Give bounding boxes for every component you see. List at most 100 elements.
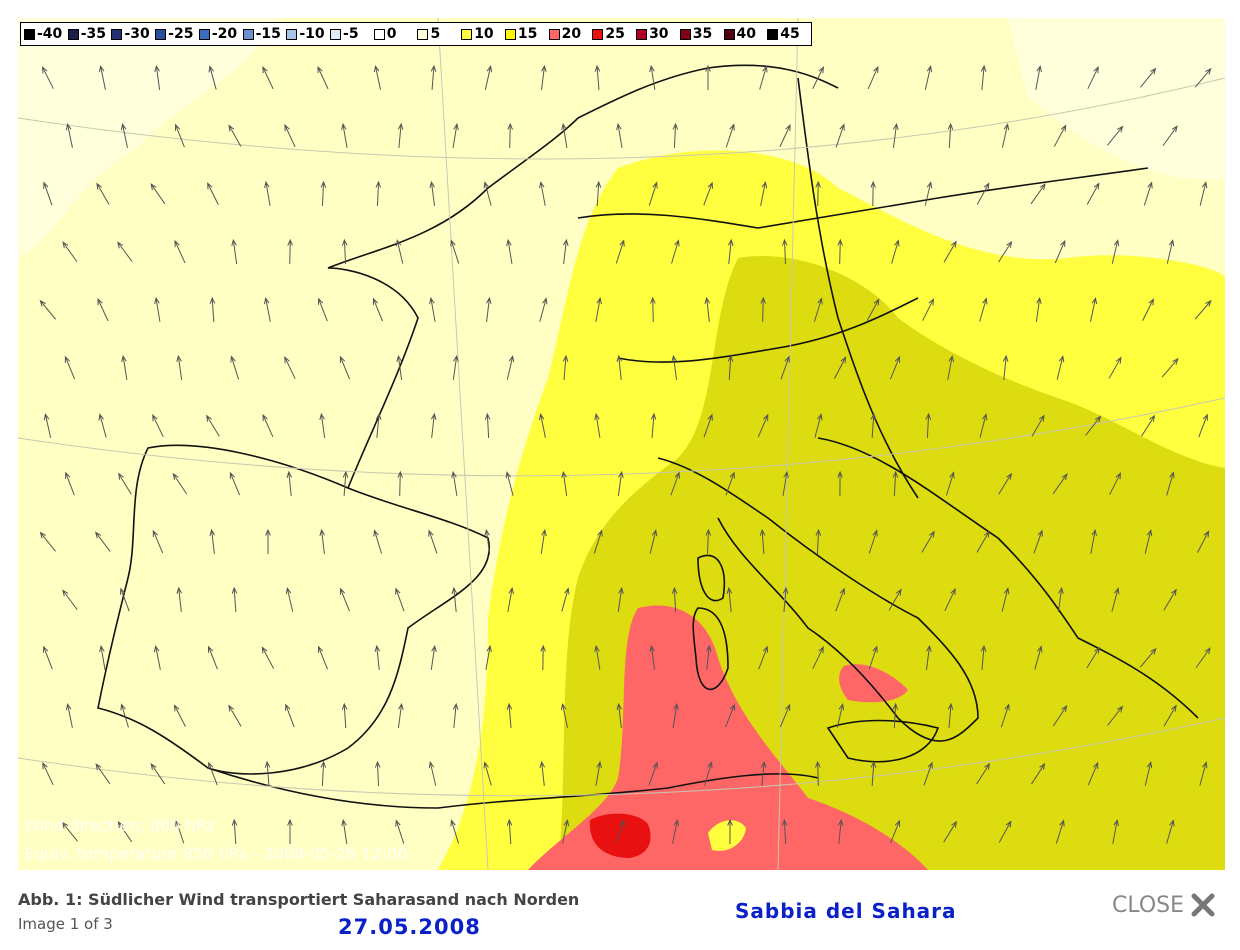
wind-arrow xyxy=(1001,587,1010,612)
wind-arrow xyxy=(943,820,958,843)
image-caption: Abb. 1: Südlicher Wind transportiert Sah… xyxy=(18,890,580,909)
pale-region xyxy=(1008,18,1225,180)
wind-arrow xyxy=(890,819,901,844)
wind-arrow xyxy=(1143,181,1153,206)
wind-arrow xyxy=(615,239,625,264)
wind-arrow xyxy=(121,354,128,380)
wind-arrow xyxy=(595,296,602,322)
wind-arrow xyxy=(39,299,57,320)
wind-arrow xyxy=(947,122,954,149)
wind-arrow xyxy=(1030,183,1046,205)
wind-arrow xyxy=(705,528,712,555)
wind-arrow xyxy=(506,238,513,264)
wind-arrow xyxy=(980,64,987,90)
wind-arrow xyxy=(1199,761,1208,786)
wind-arrow xyxy=(779,123,791,148)
wind-arrow xyxy=(1139,647,1157,668)
wind-arrow xyxy=(451,586,458,612)
close-label[interactable]: CLOSE xyxy=(1112,892,1185,918)
wind-arrow xyxy=(374,760,381,787)
wind-arrow xyxy=(429,296,436,322)
wind-arrow xyxy=(230,355,240,380)
wind-arrow xyxy=(1196,530,1210,553)
wind-arrow xyxy=(395,587,405,612)
wind-arrow xyxy=(815,528,822,555)
wind-arrow xyxy=(39,531,56,552)
legend-swatch xyxy=(548,28,560,40)
salmon-region xyxy=(839,664,908,703)
wind-arrow xyxy=(725,471,735,496)
wind-arrow xyxy=(374,644,381,670)
legend-item: -35 xyxy=(67,26,112,42)
wind-arrow xyxy=(923,761,933,786)
wind-arrow xyxy=(815,760,821,787)
wind-arrow xyxy=(285,703,295,728)
wind-arrow xyxy=(924,181,933,206)
legend-swatch xyxy=(461,28,473,40)
wind-arrow xyxy=(837,470,843,497)
wind-arrow xyxy=(834,356,847,379)
wind-arrow xyxy=(726,586,733,612)
wind-arrow xyxy=(395,239,404,264)
wind-arrow xyxy=(429,180,436,206)
wind-arrow xyxy=(925,644,932,670)
wind-arrow xyxy=(396,354,403,380)
wind-arrow xyxy=(560,703,568,728)
legend-item: 45 xyxy=(767,26,811,42)
wind-arrow xyxy=(172,472,188,495)
wind-arrow xyxy=(1035,296,1042,322)
wind-arrow xyxy=(317,645,328,670)
wind-arrow xyxy=(372,297,383,322)
legend-label: 25 xyxy=(605,26,625,42)
wind-arrow xyxy=(837,818,844,844)
wind-arrow xyxy=(1052,473,1068,495)
close-icon[interactable] xyxy=(1190,892,1216,918)
wind-arrow xyxy=(262,413,274,438)
wind-arrow xyxy=(649,529,658,554)
wind-arrow xyxy=(61,821,78,842)
wind-arrow xyxy=(757,413,769,438)
wind-arrow xyxy=(812,66,824,89)
wind-arrow xyxy=(1055,819,1065,844)
date-label: 27.05.2008 xyxy=(338,915,481,939)
close-button[interactable]: CLOSE xyxy=(1112,892,1216,918)
wind-arrow xyxy=(868,645,878,670)
wind-arrow xyxy=(1198,413,1208,438)
wind-arrow xyxy=(452,354,459,380)
wind-arrow xyxy=(430,644,437,670)
wind-arrow xyxy=(670,471,680,496)
wind-arrow xyxy=(231,586,238,613)
legend-item: 10 xyxy=(461,26,505,42)
wind-arrow xyxy=(924,65,933,90)
wind-arrow xyxy=(758,645,768,670)
legend-swatch xyxy=(330,28,342,40)
color-legend: -40 -35 -30 -25 -20 -15 -10 -5 0 5 10 15 20 25 30 35 40 4… xyxy=(20,22,812,46)
wind-arrow xyxy=(264,760,271,787)
wind-arrow xyxy=(704,296,711,322)
wind-arrow xyxy=(228,704,242,727)
wind-arrow xyxy=(1090,297,1098,322)
legend-label: 0 xyxy=(386,26,397,42)
wind-arrow xyxy=(286,470,293,496)
wind-arrow xyxy=(95,531,111,552)
wind-arrow xyxy=(176,586,183,612)
wind-arrow xyxy=(97,297,109,322)
wind-arrow xyxy=(648,761,658,786)
legend-item: -40 xyxy=(24,26,68,42)
legend-label: 5 xyxy=(430,26,441,42)
wind-arrow xyxy=(812,646,824,670)
wind-arrow xyxy=(594,412,601,438)
wind-arrow xyxy=(428,761,437,786)
wind-arrow xyxy=(890,355,901,380)
wind-arrow xyxy=(562,818,570,844)
weather-map xyxy=(18,18,1225,870)
wind-arrow xyxy=(98,64,106,90)
wind-arrow xyxy=(484,65,493,90)
wind-arrow xyxy=(1166,819,1175,844)
wind-arrow xyxy=(207,182,219,205)
legend-label: -40 xyxy=(37,26,63,42)
wind-arrow xyxy=(561,587,570,612)
wind-arrow xyxy=(815,180,821,207)
wind-arrow xyxy=(1034,645,1043,670)
wind-arrow xyxy=(976,182,990,205)
